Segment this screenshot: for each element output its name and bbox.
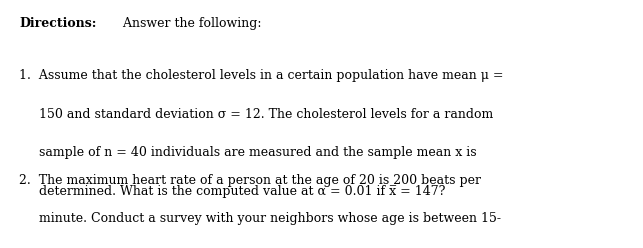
- Text: minute. Conduct a survey with your neighbors whose age is between 15-: minute. Conduct a survey with your neigh…: [19, 212, 502, 225]
- Text: sample of n = 40 individuals are measured and the sample mean x is: sample of n = 40 individuals are measure…: [19, 146, 477, 159]
- Text: 2.  The maximum heart rate of a person at the age of 20 is 200 beats per: 2. The maximum heart rate of a person at…: [19, 174, 482, 186]
- Text: Answer the following:: Answer the following:: [119, 17, 262, 30]
- Text: Directions:: Directions:: [19, 17, 96, 30]
- Text: 1.  Assume that the cholesterol levels in a certain population have mean μ =: 1. Assume that the cholesterol levels in…: [19, 69, 503, 82]
- Text: 150 and standard deviation σ = 12. The cholesterol levels for a random: 150 and standard deviation σ = 12. The c…: [19, 108, 494, 121]
- Text: determined. What is the computed value at α = 0.01 if x̅ = 147?: determined. What is the computed value a…: [19, 185, 446, 198]
